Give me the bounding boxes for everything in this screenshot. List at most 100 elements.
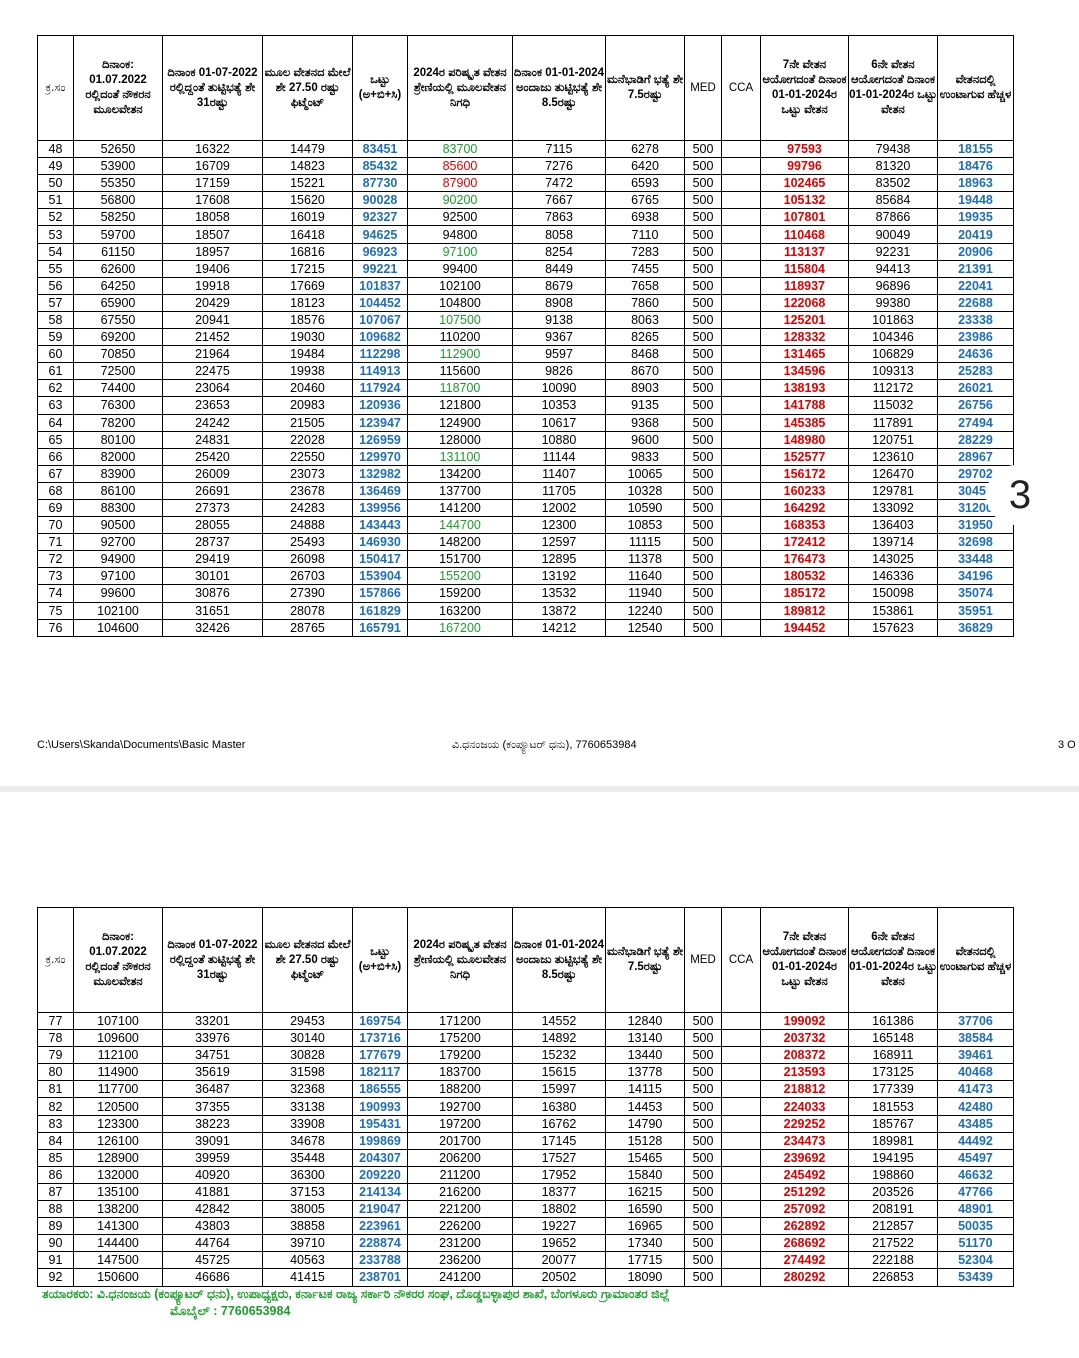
cell: 101837	[352, 276, 408, 295]
data-row: 91 147500 45725 40563 233788 236200 20077 17715…	[37, 1251, 1014, 1270]
cell: 12540	[605, 618, 685, 637]
cell: 186555	[352, 1080, 408, 1099]
cell: 500	[684, 1046, 722, 1065]
cell: 28055	[162, 516, 263, 535]
cell: 143443	[352, 516, 408, 535]
cell: 84	[37, 1131, 74, 1150]
cell: 274492	[760, 1251, 849, 1270]
cell: 15128	[605, 1131, 685, 1150]
cell: 9833	[605, 447, 685, 466]
cell: 204307	[352, 1148, 408, 1167]
cell: 165791	[352, 618, 408, 637]
cell: 257092	[760, 1200, 849, 1219]
data-row: 67 83900 26009 23073 132982 134200 11407 10065 5…	[37, 464, 1014, 483]
empty-cell	[721, 481, 761, 500]
cell: 8254	[512, 242, 606, 261]
data-row: 66 82000 25420 22550 129970 131100 11144 9833 50…	[37, 447, 1014, 466]
cell: 33201	[162, 1011, 263, 1031]
cell: 231200	[407, 1234, 513, 1253]
cell: 38584	[937, 1029, 1014, 1048]
page-number: 3 O	[1058, 739, 1076, 751]
cell: 7115	[512, 139, 606, 159]
cell: 12895	[512, 550, 606, 569]
cell: 69	[37, 498, 74, 518]
empty-cell	[721, 1029, 761, 1048]
cell: 104600	[73, 618, 163, 637]
cell: 224033	[760, 1097, 849, 1116]
cell: 50035	[937, 1217, 1014, 1236]
cell: 41473	[937, 1080, 1014, 1099]
cell: 212857	[848, 1217, 938, 1236]
cell: 153904	[352, 567, 408, 586]
column-header: ದಿನಾಂಕ 01-01-2024 ಅಂದಾಜು ತುಟ್ಟಿಭತ್ಯೆ ಶೇ …	[512, 35, 606, 141]
cell: 120936	[352, 396, 408, 415]
cell: 39091	[162, 1131, 263, 1150]
cell: 135100	[73, 1182, 163, 1202]
data-row: 61 72500 22475 19938 114913 115600 9826 8670 500…	[37, 362, 1014, 381]
cell: 57	[37, 293, 74, 312]
empty-cell	[721, 550, 761, 569]
cell: 105132	[760, 191, 849, 210]
empty-cell	[721, 1011, 761, 1031]
cell: 53439	[937, 1268, 1014, 1287]
cell: 168911	[848, 1046, 938, 1065]
cell: 7283	[605, 242, 685, 261]
cell: 15615	[512, 1063, 606, 1082]
cell: 45725	[162, 1251, 263, 1270]
data-row: 71 92700 28737 25493 146930 148200 12597 11115 5…	[37, 533, 1014, 552]
cell: 189981	[848, 1131, 938, 1150]
cell: 58	[37, 310, 74, 330]
cell: 500	[684, 498, 722, 518]
empty-cell	[721, 259, 761, 278]
cell: 23064	[162, 379, 263, 398]
cell: 167200	[407, 618, 513, 637]
cell: 211200	[407, 1165, 513, 1184]
cell: 30828	[262, 1046, 353, 1065]
cell: 199092	[760, 1011, 849, 1031]
header-row: ಕ್ರ.ಸಂ ದಿನಾಂಕ: 01.07.2022 ರಲ್ಲಿದಂತೆ ನೌಕರನ…	[37, 35, 1014, 141]
cell: 90049	[848, 225, 938, 244]
data-row: 86 132000 40920 36300 209220 211200 17952 15840…	[37, 1165, 1014, 1184]
column-header: CCA	[721, 907, 761, 1013]
cell: 53	[37, 225, 74, 244]
cell: 139956	[352, 498, 408, 518]
cell: 53900	[73, 157, 163, 176]
column-header: ದಿನಾಂಕ: 01.07.2022 ರಲ್ಲಿದಂತೆ ನೌಕರನ ಮೂಲವೇ…	[73, 907, 163, 1013]
cell: 10090	[512, 379, 606, 398]
cell: 16965	[605, 1217, 685, 1236]
cell: 50	[37, 174, 74, 193]
cell: 139714	[848, 533, 938, 552]
cell: 20460	[262, 379, 353, 398]
cell: 125201	[760, 310, 849, 330]
cell: 500	[684, 362, 722, 381]
cell: 500	[684, 430, 722, 449]
cell: 26756	[937, 396, 1014, 415]
cell: 11705	[512, 481, 606, 500]
cell: 40468	[937, 1063, 1014, 1082]
cell: 56800	[73, 191, 163, 210]
cell: 221200	[407, 1200, 513, 1219]
cell: 144400	[73, 1234, 163, 1253]
cell: 27373	[162, 498, 263, 518]
cell: 92	[37, 1268, 74, 1287]
data-row: 82 120500 37355 33138 190993 192700 16380 14453…	[37, 1097, 1014, 1116]
cell: 79	[37, 1046, 74, 1065]
cell: 160233	[760, 481, 849, 500]
cell: 117891	[848, 413, 938, 432]
empty-cell	[721, 1217, 761, 1236]
cell: 121800	[407, 396, 513, 415]
cell: 24831	[162, 430, 263, 449]
cell: 500	[684, 293, 722, 312]
empty-cell	[721, 1200, 761, 1219]
cell: 137700	[407, 481, 513, 500]
cell: 7863	[512, 208, 606, 227]
cell: 23338	[937, 310, 1014, 330]
cell: 176473	[760, 550, 849, 569]
cell: 197200	[407, 1114, 513, 1133]
data-row: 56 64250 19918 17669 101837 102100 8679 7658 500…	[37, 276, 1014, 295]
cell: 19938	[262, 362, 353, 381]
cell: 8265	[605, 328, 685, 347]
cell: 165148	[848, 1029, 938, 1048]
cell: 70850	[73, 345, 163, 364]
